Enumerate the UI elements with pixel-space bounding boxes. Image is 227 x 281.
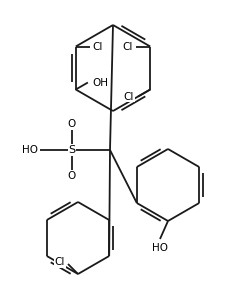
Text: Cl: Cl (93, 42, 103, 51)
Text: OH: OH (92, 78, 108, 87)
Text: HO: HO (152, 243, 168, 253)
Text: O: O (68, 119, 76, 129)
Text: HO: HO (22, 145, 38, 155)
Text: Cl: Cl (124, 92, 134, 101)
Text: Cl: Cl (55, 257, 65, 267)
Text: O: O (68, 171, 76, 181)
Text: Cl: Cl (123, 42, 133, 51)
Text: S: S (68, 145, 76, 155)
